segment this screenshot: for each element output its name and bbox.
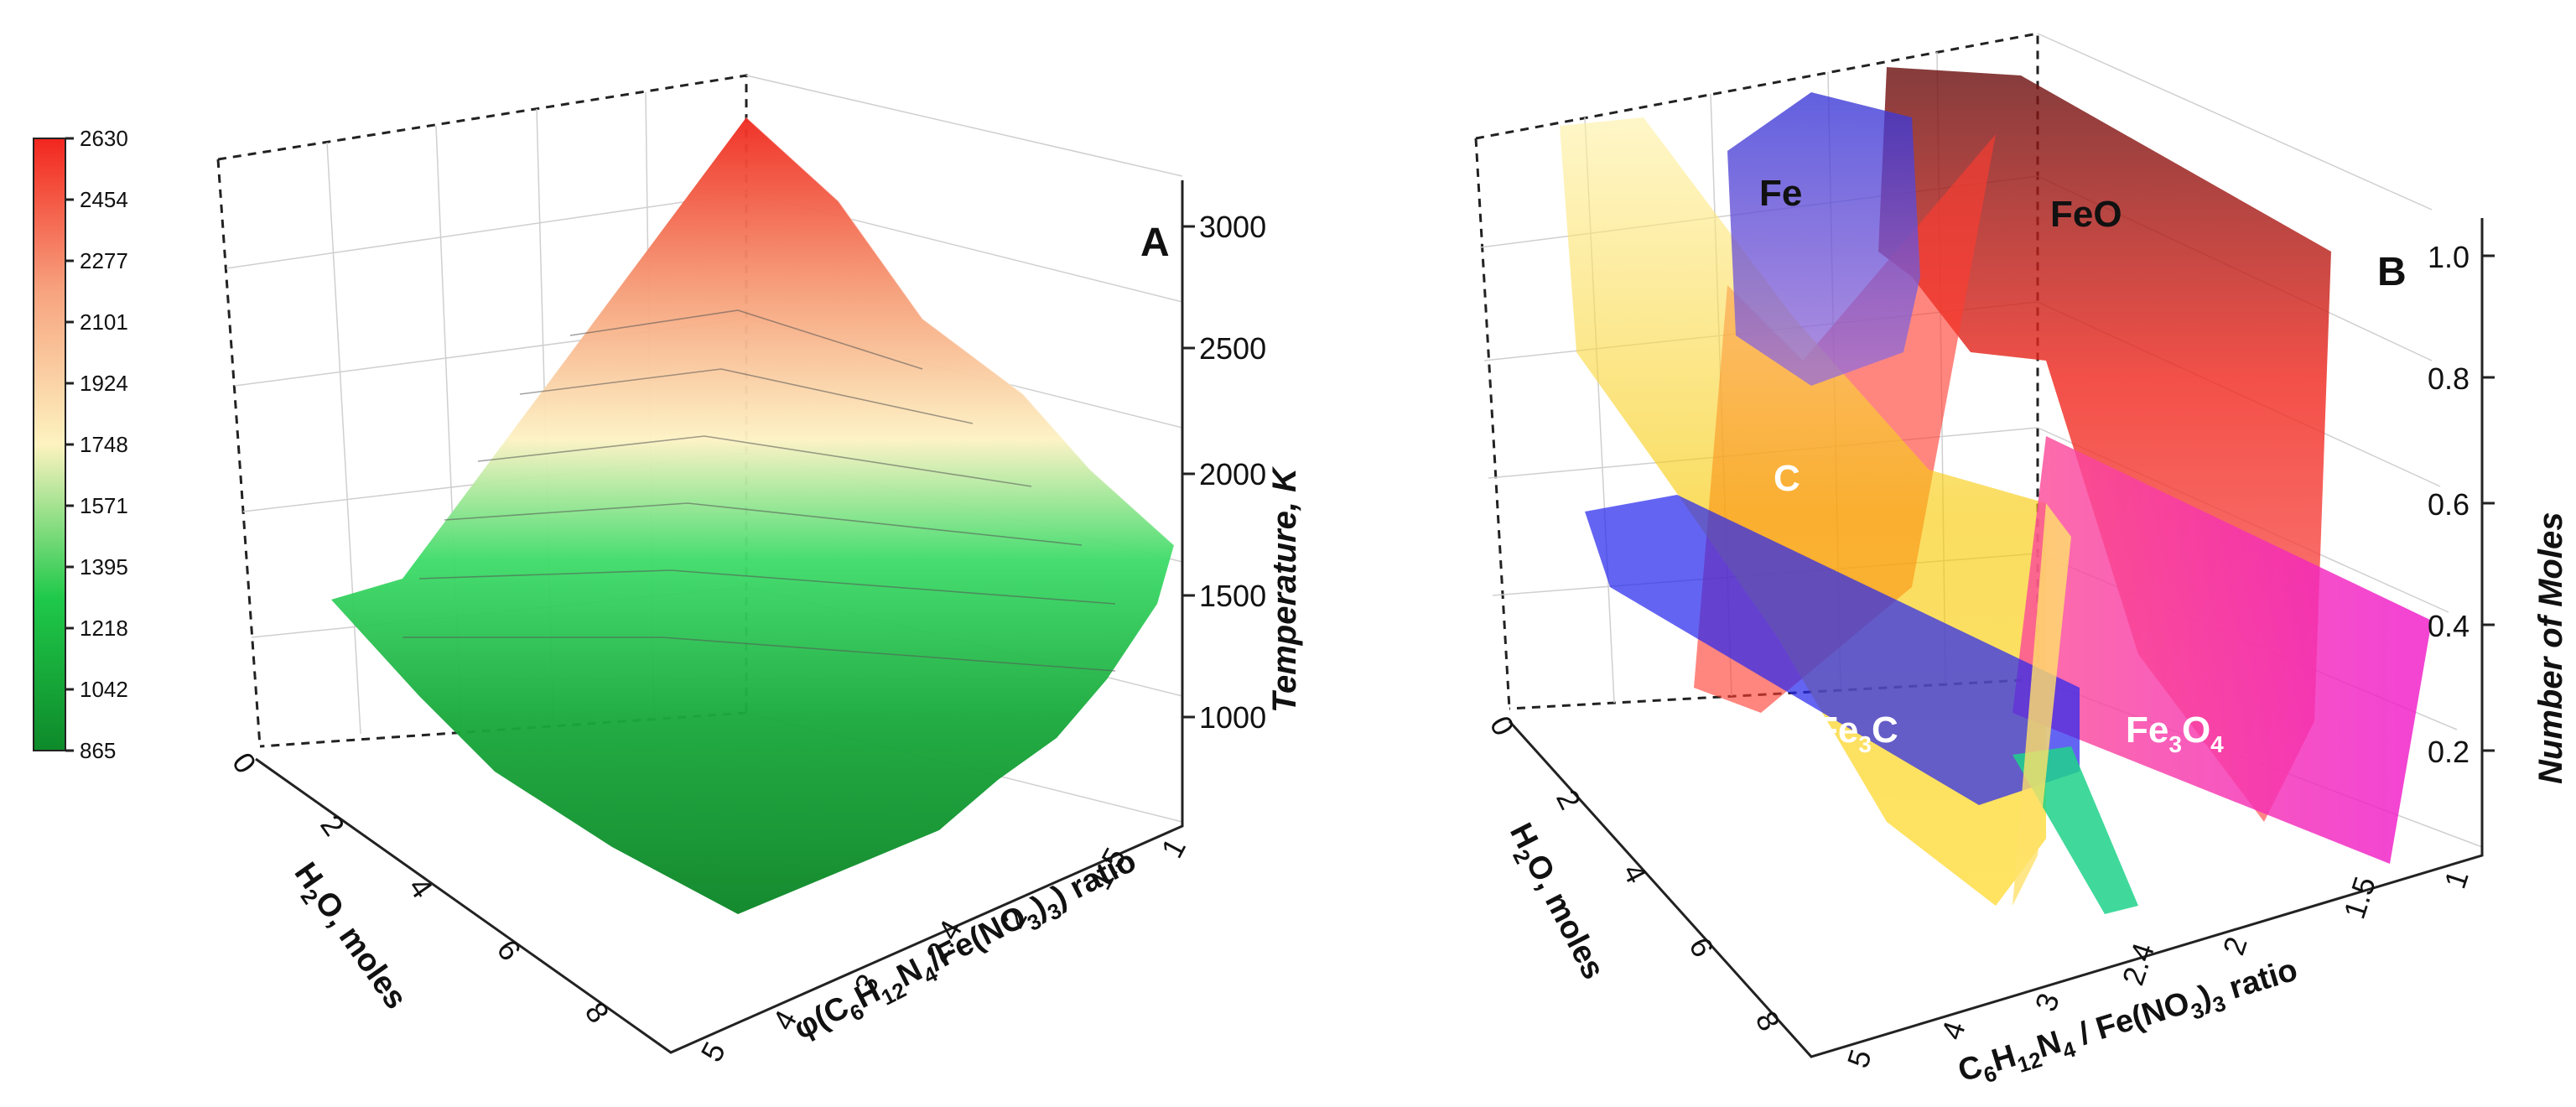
label-fe: Fe — [1759, 173, 1802, 214]
panel-b-x-tick-label: 1 — [2438, 866, 2475, 893]
colorbar-tick-label: 865 — [80, 738, 116, 763]
label-fe3o4: Fe3O4 — [2126, 709, 2224, 757]
panel-b-axes — [1508, 218, 2484, 1058]
panel-a: 2630 2454 2277 2101 1924 1748 1571 1395 1218 1042… — [33, 74, 1303, 1068]
panel-b-x-tick-label: 2.4 — [2116, 938, 2161, 989]
panel-a-x-label: φ(C6H12N4/Fe(NO3)3) ratio — [788, 843, 1145, 1052]
panel-a-label: A — [1140, 221, 1170, 265]
panel-b-z-tick-label: 1.0 — [2428, 240, 2470, 274]
panel-a-z-tick-label: 3000 — [1199, 210, 1266, 244]
panel-a-z-tick-label: 1000 — [1199, 700, 1266, 735]
panel-b-z-label: Number of Moles — [2532, 512, 2569, 784]
panel-b-z-tick-label: 0.8 — [2428, 361, 2470, 396]
panel-b-z-tick-label: 0.2 — [2428, 735, 2470, 769]
panel-a-y-tick-label: 0 — [226, 746, 263, 780]
colorbar-tick-label: 1218 — [80, 616, 128, 641]
temperature-surface — [331, 117, 1174, 914]
surface-fe — [1727, 92, 1920, 386]
panel-a-z-tick-label: 2000 — [1199, 457, 1266, 491]
surface-fe3c — [1585, 495, 2080, 805]
colorbar-tick-label: 1395 — [80, 554, 128, 579]
panel-b-y-label: H2O, moles — [1498, 818, 1612, 988]
panel-b-z-tick-label: 0.6 — [2428, 487, 2470, 522]
colorbar-tick-label: 1924 — [80, 371, 128, 396]
label-fe3c: Fe3C — [1815, 709, 1898, 757]
panel-a-z-label: Temperature, K — [1266, 465, 1303, 713]
colorbar-tick-label: 2454 — [80, 187, 128, 212]
colorbar-tick-label: 1571 — [80, 493, 128, 518]
panel-a-y-label: H2O, moles — [283, 856, 413, 1019]
panel-b-surfaces — [1560, 67, 2432, 914]
panel-a-z-tick-label: 1500 — [1199, 579, 1266, 613]
panel-b-label: B — [2377, 250, 2407, 294]
panel-b-species-labels: Fe FeO C Fe3C Fe3O4 — [1759, 173, 2224, 757]
panel-b-x-tick-label: 1.5 — [2337, 872, 2382, 922]
panel-a-surface — [331, 117, 1175, 914]
colorbar-tick-label: 1748 — [80, 432, 128, 457]
panel-b-y-tick-label: 0 — [1483, 710, 1522, 741]
colorbar-tick-label: 2277 — [80, 248, 128, 273]
panel-b-x-tick-label: 5 — [1841, 1045, 1878, 1072]
panel-b-x-tick-label: 2 — [2216, 933, 2254, 959]
colorbar-tick-label: 2630 — [80, 126, 128, 151]
label-feo: FeO — [2050, 194, 2122, 235]
panel-a-x-tick-label: 5 — [693, 1037, 732, 1068]
panel-a-z-tick-label: 2500 — [1199, 331, 1266, 366]
colorbar-gradient — [33, 138, 66, 751]
colorbar-tick-label: 1042 — [80, 677, 128, 702]
colorbar-tick-label: 2101 — [80, 309, 128, 335]
label-c: C — [1774, 458, 1800, 499]
panel-b-x-tick-label: 4 — [1935, 1017, 1972, 1044]
colorbar: 2630 2454 2277 2101 1924 1748 1571 1395 1218 1042… — [33, 126, 128, 763]
panel-a-x-tick-label: 1 — [1154, 833, 1192, 864]
surface-fe3o4 — [2012, 436, 2432, 864]
panel-b-x-tick-label: 3 — [2028, 989, 2066, 1016]
panel-a-axes — [255, 180, 1184, 1054]
panel-b-z-tick-label: 0.4 — [2428, 609, 2470, 643]
